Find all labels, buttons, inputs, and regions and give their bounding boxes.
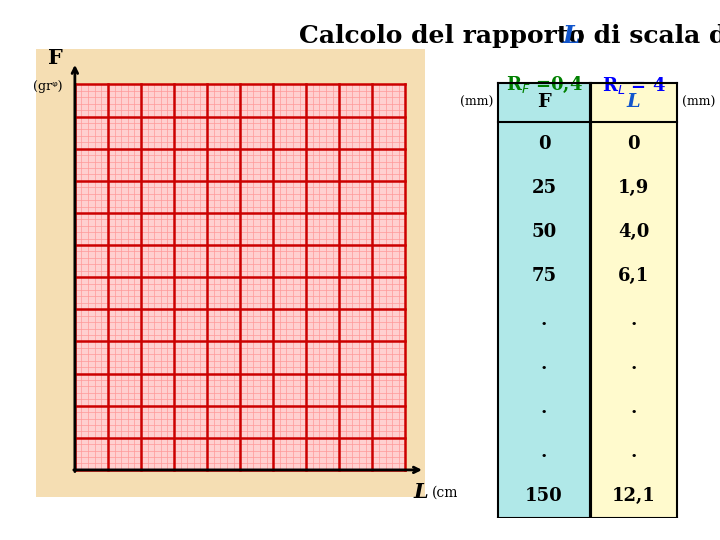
Text: L: L — [626, 93, 640, 111]
Text: 4,0: 4,0 — [618, 222, 649, 241]
Text: 1,9: 1,9 — [618, 179, 649, 197]
Text: (cm): (cm) — [432, 485, 464, 500]
Text: F: F — [537, 93, 551, 111]
Bar — [590, 83, 677, 518]
Text: .: . — [631, 311, 636, 329]
Text: F: F — [48, 48, 63, 68]
Text: .: . — [631, 443, 636, 461]
Text: (mm): (mm) — [682, 96, 716, 109]
Text: .: . — [541, 355, 547, 373]
Text: R$_L$ = 4: R$_L$ = 4 — [601, 75, 665, 96]
Bar — [75, 84, 405, 470]
Text: .: . — [631, 355, 636, 373]
Text: R$_F$ =0,4: R$_F$ =0,4 — [505, 75, 582, 95]
Text: 6,1: 6,1 — [618, 267, 649, 285]
Text: :: : — [576, 24, 585, 48]
Text: .: . — [541, 311, 547, 329]
Text: (mm): (mm) — [459, 96, 493, 109]
Bar — [498, 83, 590, 518]
Text: 50: 50 — [531, 222, 557, 241]
Text: 0: 0 — [627, 134, 640, 152]
Text: .: . — [541, 399, 547, 417]
Text: 75: 75 — [531, 267, 557, 285]
Text: 12,1: 12,1 — [612, 488, 655, 505]
Text: .: . — [631, 399, 636, 417]
Text: L: L — [563, 24, 580, 48]
Text: 25: 25 — [531, 179, 557, 197]
Text: Calcolo del rapporto di scala dell’asse: Calcolo del rapporto di scala dell’asse — [299, 24, 720, 48]
Text: L: L — [413, 482, 428, 502]
Text: (grᵠ): (grᵠ) — [33, 80, 63, 93]
Text: 150: 150 — [525, 488, 563, 505]
Text: 0: 0 — [538, 134, 550, 152]
Text: .: . — [541, 443, 547, 461]
